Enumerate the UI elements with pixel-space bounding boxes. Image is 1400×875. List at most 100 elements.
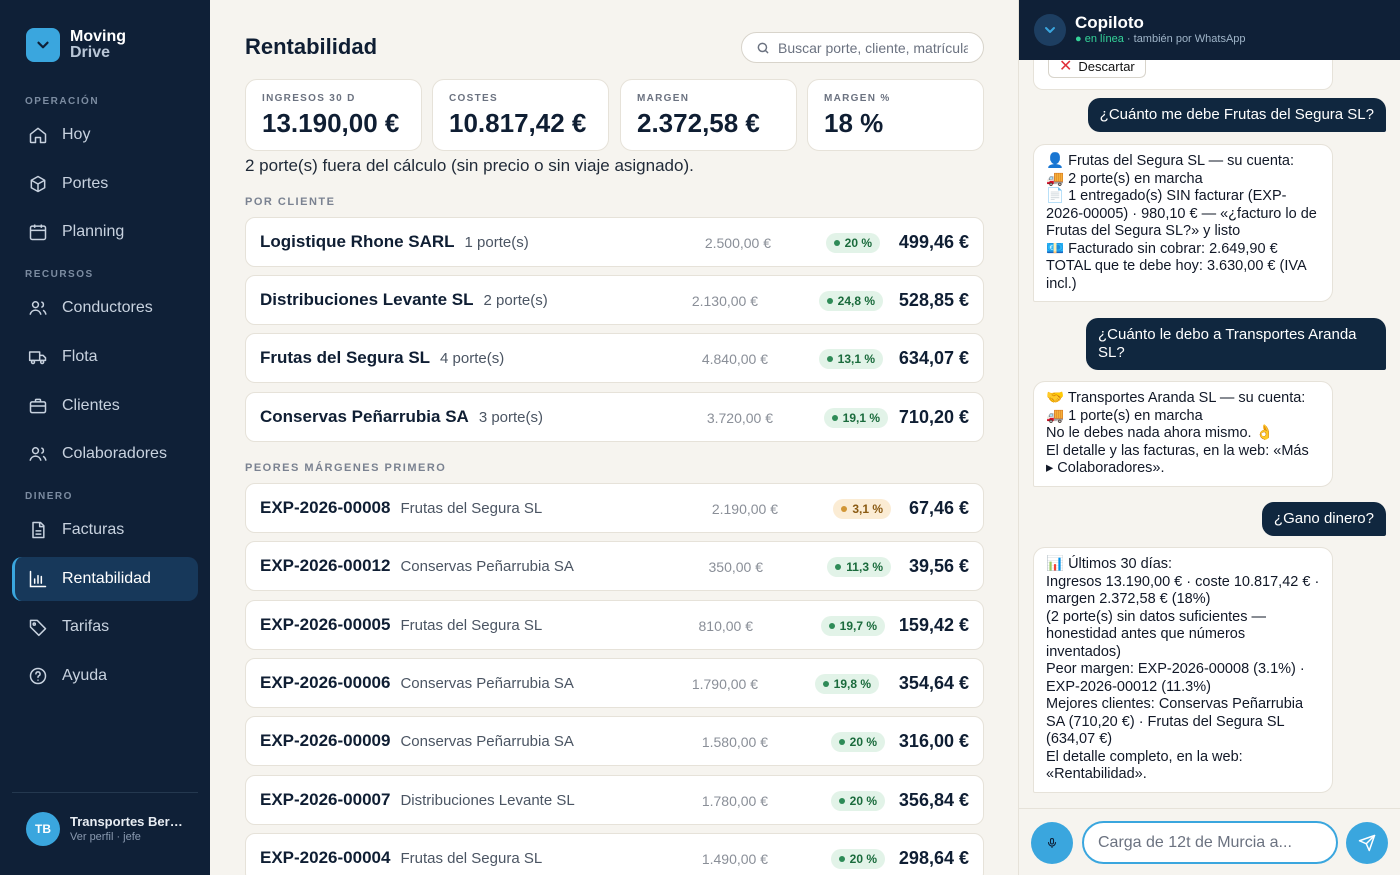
calendar-icon [29,224,47,241]
brand-line-1: Moving [70,28,126,45]
shipment-count: 1 porte(s) [464,234,529,251]
row-title: EXP-2026-00009 Conservas Peñarrubia SA [260,731,574,751]
shipment-row[interactable]: EXP-2026-00012 Conservas Peñarrubia SA 35… [245,541,984,591]
brand[interactable]: Moving Drive [26,28,126,62]
sidebar-item-label: Rentabilidad [62,570,151,587]
margin-badge: 20 % [830,732,885,752]
revenue-amount: 1.580,00 € [701,734,768,750]
margin-pct: 11,3 % [846,560,883,574]
revenue-amount: 810,00 € [698,618,754,634]
client-name: Frutas del Segura SL [400,500,543,517]
user-profile[interactable]: TB Transportes Bermejo Ver perfil · jefe [12,792,198,856]
close-icon: ✕ [1059,57,1073,75]
row-title: EXP-2026-00005 Frutas del Segura SL [260,615,542,635]
margin-pct: 20 % [849,735,877,749]
sidebar-item-portes[interactable]: Portes [12,162,198,206]
sidebar-item-flota[interactable]: Flota [12,335,198,379]
avatar: TB [26,811,60,846]
kpi-card-margen-pct: MARGEN % 18 % [807,79,984,151]
kpi-value: 2.372,58 € [637,108,760,138]
revenue-amount: 350,00 € [708,559,764,575]
shipment-row[interactable]: EXP-2026-00009 Conservas Peñarrubia SA 1.… [245,716,984,766]
chevron-down-icon [26,28,60,62]
discard-button[interactable]: ✕ Descartar [1048,56,1146,78]
user-name: Transportes Bermejo [70,814,188,829]
search-input[interactable] [778,39,968,56]
collapse-button[interactable] [1034,14,1066,46]
margin-value: 356,84 € [898,790,969,810]
client-name: Conservas Peñarrubia SA [400,558,574,575]
main-content: Rentabilidad INGRESOS 30 D 13.190,00 € C… [210,0,1018,875]
margin-value: 634,07 € [898,348,969,368]
margin-pct: 20 % [844,236,872,250]
shipment-id: EXP-2026-00012 [260,556,391,575]
kpi-label: MARGEN [637,93,690,104]
kpi-label: MARGEN % [824,93,891,104]
nav-section-dinero: DINERO [25,491,73,502]
sidebar-item-rentabilidad[interactable]: Rentabilidad [12,557,198,601]
copilot-panel: ✕ Descartar Copiloto ● en línea · tambié… [1018,0,1400,875]
sidebar-item-label: Clientes [62,397,120,414]
client-row[interactable]: Logistique Rhone SARL 1 porte(s) 2.500,00… [245,217,984,267]
margin-pct: 3,1 % [852,502,883,516]
margin-pct: 24,8 % [837,294,875,308]
client-name: Conservas Peñarrubia SA [400,675,574,692]
bot-message: 👤 Frutas del Segura SL — su cuenta: 🚚 2 … [1033,144,1333,302]
status-dot [826,356,833,362]
kpi-value: 18 % [824,108,884,138]
search-icon [757,42,769,53]
shipment-row[interactable]: EXP-2026-00008 Frutas del Segura SL 2.190… [245,483,984,533]
user-message: ¿Cuánto le debo a Transportes Aranda SL? [1086,318,1386,370]
revenue-amount: 1.490,00 € [701,851,768,867]
shipment-row[interactable]: EXP-2026-00005 Frutas del Segura SL 810,0… [245,600,984,650]
sidebar-item-label: Colaboradores [62,445,167,462]
margin-pct: 19,8 % [833,677,871,691]
sidebar-item-tarifas[interactable]: Tarifas [12,605,198,649]
chat-input[interactable] [1082,821,1338,864]
shipment-row[interactable]: EXP-2026-00004 Frutas del Segura SL 1.490… [245,833,984,875]
row-title: EXP-2026-00007 Distribuciones Levante SL [260,790,575,810]
sidebar-item-facturas[interactable]: Facturas [12,508,198,552]
brand-name: Moving Drive [70,29,126,61]
send-button[interactable] [1346,822,1388,864]
client-row[interactable]: Conservas Peñarrubia SA 3 porte(s) 3.720,… [245,392,984,442]
row-title: EXP-2026-00006 Conservas Peñarrubia SA [260,673,574,693]
chevron-down-icon [1045,27,1055,33]
row-title: Logistique Rhone SARL 1 porte(s) [260,232,529,252]
margin-value: 316,00 € [898,731,969,751]
shipment-row[interactable]: EXP-2026-00006 Conservas Peñarrubia SA 1.… [245,658,984,708]
sidebar-item-ayuda[interactable]: Ayuda [12,654,198,698]
margin-badge: 20 % [830,791,885,811]
margin-value: 39,56 € [908,556,969,576]
sidebar-item-clientes[interactable]: Clientes [12,384,198,428]
bot-message: 🤝 Transportes Aranda SL — su cuenta: 🚚 1… [1033,381,1333,487]
revenue-amount: 3.720,00 € [706,410,773,426]
revenue-amount: 2.500,00 € [704,235,771,251]
users-icon [29,301,47,315]
sidebar-item-label: Facturas [62,521,125,538]
search-box[interactable] [741,32,984,63]
client-row[interactable]: Frutas del Segura SL 4 porte(s) 4.840,00 … [245,333,984,383]
section-label-peores-margenes: PEORES MÁRGENES PRIMERO [245,462,447,474]
margin-badge: 19,7 % [820,616,885,636]
send-icon [1358,834,1376,852]
sidebar-item-colaboradores[interactable]: Colaboradores [12,432,198,476]
copilot-status: ● en línea · también por WhatsApp [1075,33,1246,45]
client-row[interactable]: Distribuciones Levante SL 2 porte(s) 2.13… [245,275,984,325]
user-subtitle: Ver perfil · jefe [70,831,141,843]
shipment-id: EXP-2026-00006 [260,673,391,692]
shipment-count: 3 porte(s) [478,409,544,426]
truck-icon [28,351,47,365]
margin-pct: 20 % [849,852,877,866]
client-name: Conservas Peñarrubia SA [260,407,469,426]
sidebar-item-hoy[interactable]: Hoy [12,113,198,157]
margin-value: 67,46 € [908,498,969,518]
margin-value: 354,64 € [898,673,969,693]
sidebar-item-conductores[interactable]: Conductores [12,286,198,330]
sidebar-item-planning[interactable]: Planning [12,210,198,254]
shipment-row[interactable]: EXP-2026-00007 Distribuciones Levante SL … [245,775,984,825]
sidebar-item-label: Portes [62,175,109,192]
mic-button[interactable] [1031,822,1073,864]
margin-badge: 19,1 % [823,408,888,428]
status-dot [826,298,833,304]
